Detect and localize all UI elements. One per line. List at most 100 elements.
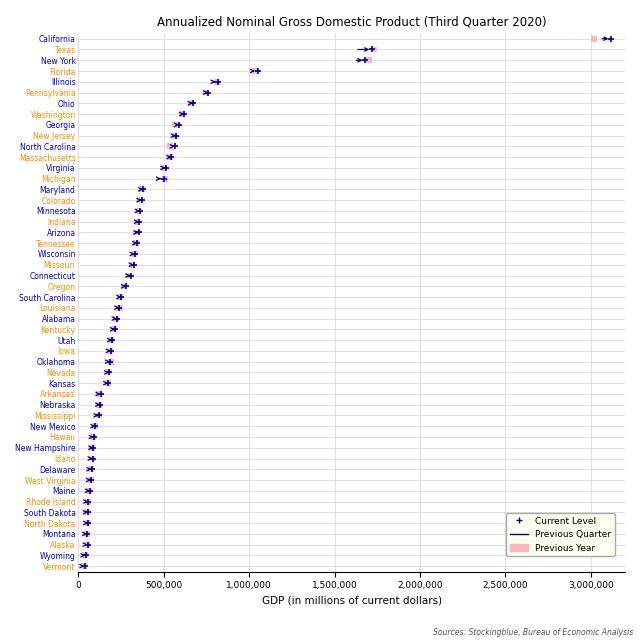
Point <box>131 227 141 237</box>
Point <box>82 529 92 539</box>
Point <box>107 335 117 345</box>
Point <box>364 55 374 65</box>
Point <box>88 453 98 463</box>
Point <box>200 88 211 98</box>
Point <box>134 216 144 227</box>
Point <box>138 184 148 195</box>
Point <box>129 260 139 270</box>
Point <box>170 120 180 130</box>
Point <box>88 443 99 453</box>
Point <box>166 152 177 162</box>
Point <box>102 367 113 378</box>
Point <box>159 163 170 173</box>
Point <box>85 486 95 496</box>
Point <box>84 486 95 496</box>
Point <box>103 378 113 388</box>
Point <box>132 216 143 227</box>
Point <box>177 109 188 119</box>
Point <box>159 173 169 184</box>
Point <box>249 66 259 76</box>
Point <box>115 303 125 313</box>
Point <box>104 346 115 356</box>
Point <box>90 421 100 431</box>
Point <box>188 98 198 108</box>
Point <box>369 44 379 54</box>
Point <box>81 550 91 561</box>
Point <box>83 518 93 528</box>
Point <box>589 33 600 44</box>
Point <box>86 475 96 485</box>
Point <box>95 388 106 399</box>
Point <box>86 475 96 485</box>
Point <box>115 292 125 302</box>
Point <box>82 508 92 518</box>
Point <box>133 227 143 237</box>
Point <box>212 77 222 87</box>
Point <box>186 98 196 108</box>
Point <box>165 141 175 152</box>
Point <box>87 453 97 463</box>
Point <box>115 303 125 313</box>
Point <box>136 195 147 205</box>
Point <box>86 464 96 474</box>
Title: Annualized Nominal Gross Domestic Product (Third Quarter 2020): Annualized Nominal Gross Domestic Produc… <box>157 15 547 28</box>
Point <box>213 77 223 87</box>
Point <box>94 410 104 420</box>
Point <box>161 163 171 173</box>
Point <box>174 120 184 130</box>
Point <box>129 249 139 259</box>
Point <box>171 131 181 141</box>
Point <box>104 367 115 378</box>
Point <box>170 131 180 141</box>
Point <box>125 270 136 280</box>
Point <box>82 529 92 539</box>
Point <box>83 518 93 528</box>
Point <box>253 66 263 76</box>
Point <box>360 55 371 65</box>
Point <box>83 497 93 507</box>
Point <box>80 550 90 561</box>
Point <box>109 324 119 335</box>
Point <box>89 432 99 442</box>
Point <box>134 195 145 205</box>
Point <box>137 184 147 195</box>
Point <box>87 443 97 453</box>
Point <box>179 109 189 119</box>
Point <box>105 356 115 367</box>
Point <box>130 249 140 259</box>
Point <box>112 314 122 324</box>
Point <box>79 561 89 572</box>
Point <box>79 561 90 572</box>
Point <box>86 464 97 474</box>
Point <box>94 399 104 410</box>
Point <box>83 540 93 550</box>
Point <box>106 356 116 367</box>
Point <box>106 346 116 356</box>
Point <box>132 238 143 248</box>
Point <box>116 292 127 302</box>
Point <box>133 206 143 216</box>
Point <box>103 378 113 388</box>
Point <box>203 88 213 98</box>
Point <box>127 260 137 270</box>
Text: Sources: Stockingblue, Bureau of Economic Analysis: Sources: Stockingblue, Bureau of Economi… <box>433 628 634 637</box>
Point <box>111 314 121 324</box>
Point <box>121 281 131 291</box>
Legend: Current Level, Previous Quarter, Previous Year: Current Level, Previous Quarter, Previou… <box>506 513 615 556</box>
X-axis label: GDP (in millions of current dollars): GDP (in millions of current dollars) <box>262 596 442 606</box>
Point <box>606 33 616 44</box>
Point <box>124 270 134 280</box>
Point <box>106 335 116 345</box>
Point <box>95 399 106 410</box>
Point <box>165 152 175 162</box>
Point <box>135 206 145 216</box>
Point <box>160 173 170 184</box>
Point <box>83 540 93 550</box>
Point <box>83 497 93 507</box>
Point <box>88 432 99 442</box>
Point <box>170 141 180 152</box>
Point <box>90 421 100 431</box>
Point <box>110 324 120 335</box>
Point <box>119 281 129 291</box>
Point <box>94 388 104 399</box>
